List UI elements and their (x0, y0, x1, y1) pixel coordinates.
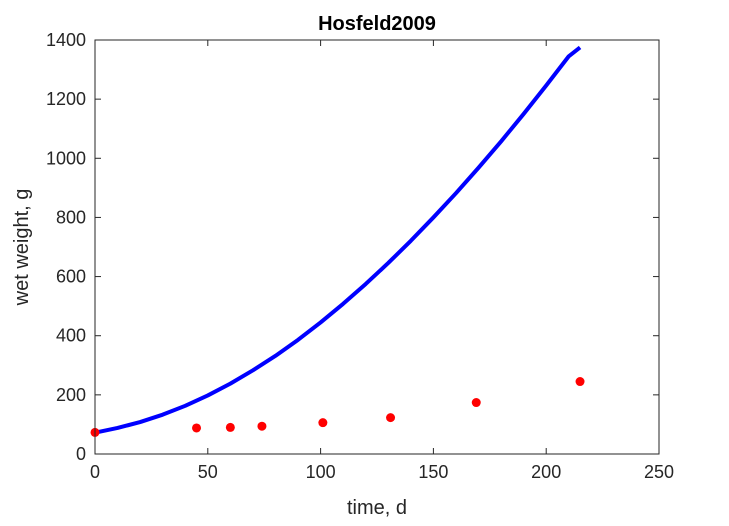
x-tick-label: 250 (644, 462, 674, 482)
y-axis-label: wet weight, g (11, 189, 33, 307)
y-tick-label: 1000 (46, 148, 86, 168)
axes-box (94, 39, 660, 455)
y-tick-label: 200 (56, 385, 86, 405)
y-tick-label: 600 (56, 267, 86, 287)
data-layer (90, 45, 585, 437)
data-point (575, 377, 585, 387)
y-tick-label: 1200 (46, 89, 86, 109)
data-point (386, 413, 396, 423)
data-point (318, 418, 328, 428)
data-point (192, 423, 202, 433)
x-tick-label: 200 (531, 462, 561, 482)
data-point (471, 398, 481, 408)
x-tick-label: 150 (418, 462, 448, 482)
model-curve-line (94, 45, 582, 435)
y-tick-label: 400 (56, 326, 86, 346)
plot-area (95, 40, 659, 454)
y-tick-label: 0 (76, 444, 86, 464)
chart-title: Hosfeld2009 (318, 13, 436, 35)
x-tick-label: 50 (198, 462, 218, 482)
data-point (257, 421, 267, 431)
y-tick-label: 1400 (46, 30, 86, 50)
y-tick-label: 800 (56, 207, 86, 227)
x-axis-label: time, d (347, 497, 407, 519)
x-tick-label: 100 (306, 462, 336, 482)
axes-layer: 0 50 100 150 200 250 0 200 400 600 800 1000 1200 1400 (46, 30, 674, 482)
data-point (225, 422, 235, 432)
x-tick-label: 0 (90, 462, 100, 482)
